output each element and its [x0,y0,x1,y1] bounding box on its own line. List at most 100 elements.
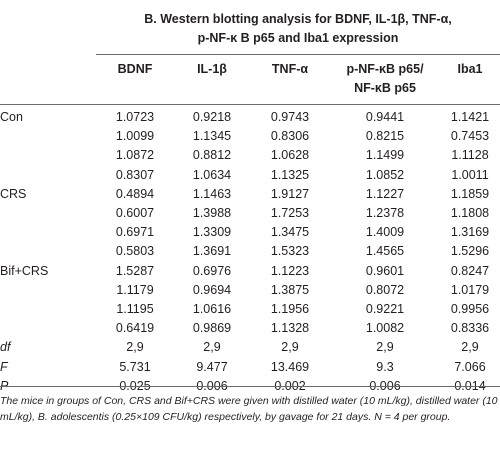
table-cell: 1.4009 [365,225,405,240]
table-cell: 1.1128 [451,148,489,163]
row-label: Con [0,110,23,124]
row-label [0,204,96,223]
table-body: Con 1.0723 0.9218 0.9743 0.9441 1.1421 1.0099 1… [0,108,500,396]
row-label: CRS [0,186,27,201]
table-cell: 1.5287 [115,263,155,278]
table-cell: 0.8072 [365,282,405,297]
table-cell: 9.477 [196,359,228,374]
table-cell: 1.3988 [192,206,232,221]
table-cell: 1.4565 [365,244,405,259]
col-header-pnfkb-line-2: NF-κB p65 [354,81,416,95]
table-cell: 0.9221 [365,302,405,317]
table-cell: 1.0723 [115,110,155,124]
table-row: 0.5803 1.3691 1.5323 1.4565 1.5296 [0,242,500,261]
col-header-iba1: Iba1 [457,62,483,76]
table-cell: 0.8215 [365,129,405,144]
table-cell: 2,9 [203,340,221,355]
table-cell: 5.731 [119,359,151,374]
table-cell: 2,9 [376,340,394,355]
table-cell: 1.3875 [270,282,310,297]
col-header-tnfa: TNF-α [271,62,309,76]
table-cell: 2,9 [461,340,479,355]
table-title: B. Western blotting analysis for BDNF, I… [96,10,500,48]
table-cell: 0.8812 [192,148,232,163]
table-cell: 1.0872 [115,148,155,163]
table-title-line-1: B. Western blotting analysis for BDNF, I… [144,12,452,26]
row-label [0,281,96,300]
table-row: 1.0099 1.1345 0.8306 0.8215 0.7453 [0,127,500,146]
table-cell: 0.9218 [192,110,232,124]
table-cell: 0.9743 [270,110,310,124]
row-label [0,300,96,319]
table-row: 0.8307 1.0634 1.1325 1.0852 1.0011 [0,166,500,185]
table-cell: 0.9441 [365,110,405,124]
col-header-bdnf: BDNF [117,62,153,76]
header-rule [0,104,500,105]
table-row: 0.6007 1.3988 1.7253 1.2378 1.1808 [0,204,500,223]
table-cell: 0.4894 [115,186,155,201]
table-cell: 1.3475 [270,225,310,240]
table-cell: 13.469 [270,359,310,374]
table-row: 0.6971 1.3309 1.3475 1.4009 1.3169 [0,223,500,242]
table-cell: 0.006 [369,378,401,393]
table-cell: 0.8247 [450,263,490,278]
table-cell: 0.8336 [450,321,490,336]
table-cell: 0.6007 [115,206,155,221]
bottom-rule [0,386,500,387]
title-rule [96,54,500,55]
table-cell: 0.9601 [365,263,405,278]
table-cell: 1.0628 [270,148,310,163]
table-cell: 0.002 [274,378,306,393]
row-label: F [0,359,8,374]
table-row: 1.1179 0.9694 1.3875 0.8072 1.0179 [0,281,500,300]
table-cell: 1.5296 [450,244,490,259]
row-label: Bif+CRS [0,263,49,278]
table-row: 0.6419 0.9869 1.1328 1.0082 0.8336 [0,319,500,338]
row-label [0,242,96,261]
table-cell: 2,9 [281,340,299,355]
table-cell: 0.025 [119,378,151,393]
table-cell: 1.0099 [115,129,155,144]
table-cell: 7.066 [454,359,486,374]
table-cell: 1.3309 [192,225,232,240]
table-row: Bif+CRS 1.5287 0.6976 1.1223 0.9601 0.8247 [0,262,500,281]
table-row: F 5.731 9.477 13.469 9.3 7.066 [0,358,500,377]
table-cell: 9.3 [376,359,394,374]
table-cell: 0.014 [454,378,486,393]
table-cell: 1.0082 [365,321,405,336]
table-cell: 0.6976 [192,263,232,278]
table-cell: 0.006 [196,378,228,393]
row-label: df [0,340,11,355]
table-cell: 1.7253 [270,206,310,221]
table-cell: 1.1499 [365,148,405,163]
table-cell: 1.3169 [450,225,490,240]
table-cell: 1.1227 [365,186,405,201]
table-cell: 1.9127 [270,186,310,201]
table-cell: 1.1808 [450,206,490,221]
col-header-il1b: IL-1β [197,62,227,76]
table-cell: 0.7453 [450,129,490,144]
table-cell: 0.9956 [450,302,490,317]
table-cell: 1.1345 [192,129,232,144]
table-cell: 1.3691 [192,244,232,259]
table-cell: 1.1325 [270,167,310,182]
row-label [0,319,96,338]
table-cell: 0.9869 [192,321,232,336]
table-footnote: The mice in groups of Con, CRS and Bif+C… [0,395,498,423]
table-cell: 1.1223 [270,263,310,278]
table-cell: 0.8306 [270,129,310,144]
table-cell: 2,9 [126,340,144,355]
table-cell: 1.0852 [365,167,405,182]
row-label [0,146,96,165]
table-cell: 1.0616 [192,302,232,317]
table-cell: 1.0179 [450,282,490,297]
table-cell: 1.0634 [192,167,232,182]
row-label [0,127,96,146]
table-cell: 1.1328 [270,321,310,336]
data-table: Con 1.0723 0.9218 0.9743 0.9441 1.1421 1.0099 1… [0,108,500,396]
table-title-line-2: p-NF-κ B p65 and Iba1 expression [197,31,399,45]
table-cell: 0.6971 [115,225,155,240]
table-row: CRS 0.4894 1.1463 1.9127 1.1227 1.1859 [0,185,500,204]
table-cell: 1.0011 [451,167,489,182]
